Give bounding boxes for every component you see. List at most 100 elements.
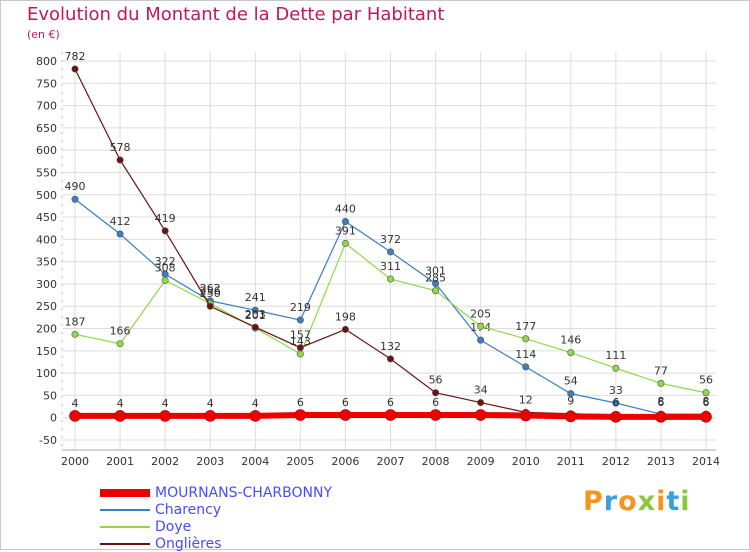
data-label: 146 — [560, 334, 581, 347]
data-label: 311 — [380, 260, 401, 273]
logo-letter: i — [656, 486, 667, 517]
data-point — [251, 306, 259, 314]
y-tick-label: 250 — [36, 300, 57, 313]
y-tick-label: 150 — [36, 345, 57, 358]
data-label: 6 — [342, 396, 349, 409]
x-tick-label: 2014 — [692, 455, 720, 468]
x-tick-label: 2009 — [467, 455, 495, 468]
data-label: 4 — [207, 397, 214, 410]
data-label: 56 — [429, 374, 443, 387]
data-label: 391 — [335, 224, 356, 237]
y-tick-label: 550 — [36, 166, 57, 179]
data-label: 4 — [162, 397, 169, 410]
y-tick-label: 100 — [36, 367, 57, 380]
data-label: 256 — [200, 285, 221, 298]
legend-label-charency: Charency — [155, 501, 222, 518]
y-tick-label: 700 — [36, 100, 57, 113]
data-label: 8 — [703, 395, 710, 408]
chart-legend: MOURNANS-CHARBONNY Charency Doye Onglièr… — [100, 484, 332, 552]
data-label: 6 — [387, 396, 394, 409]
data-point — [161, 276, 169, 284]
x-tick-label: 2000 — [61, 455, 89, 468]
data-point — [522, 363, 530, 371]
data-point — [564, 410, 577, 423]
legend-item-charency: Charency — [100, 501, 332, 518]
data-label: 250 — [200, 287, 221, 300]
data-point — [296, 350, 304, 358]
logo-letter: P — [583, 486, 604, 517]
legend-item-mournans-charbonny: MOURNANS-CHARBONNY — [100, 484, 332, 501]
data-point — [294, 409, 307, 421]
data-point — [296, 344, 304, 352]
data-label: 301 — [425, 264, 446, 277]
data-label: 6 — [612, 396, 619, 409]
data-point — [655, 411, 667, 423]
legend-label-doye: Doye — [155, 518, 192, 535]
data-label: 33 — [609, 384, 623, 397]
data-label: 6 — [703, 396, 710, 409]
logo-letter: t — [666, 486, 681, 517]
x-tick-label: 2002 — [151, 455, 179, 468]
y-tick-label: 200 — [36, 323, 57, 336]
data-label: 782 — [65, 50, 86, 63]
data-label: 177 — [515, 320, 536, 333]
data-point — [702, 389, 710, 397]
data-point — [251, 323, 259, 331]
data-label: 187 — [65, 315, 86, 328]
data-point — [71, 65, 79, 73]
y-tick-label: 750 — [36, 77, 57, 90]
data-label: 412 — [110, 215, 131, 228]
data-point — [612, 399, 620, 407]
data-point — [477, 399, 485, 407]
data-point — [474, 409, 487, 421]
data-label: 8 — [657, 395, 664, 408]
logo-letter: x — [637, 486, 657, 517]
data-point — [116, 156, 124, 164]
data-label: 205 — [470, 307, 491, 320]
y-tick-label: 800 — [36, 55, 57, 68]
data-point — [71, 195, 79, 203]
data-label: 490 — [65, 180, 86, 193]
data-point — [386, 275, 394, 283]
legend-item-doye: Doye — [100, 518, 332, 535]
data-point — [477, 322, 485, 330]
y-tick-label: 50 — [43, 389, 57, 402]
y-tick-label: -50 — [39, 434, 57, 447]
data-point — [567, 349, 575, 357]
data-point — [612, 364, 620, 372]
y-tick-label: 450 — [36, 211, 57, 224]
data-point — [432, 389, 440, 397]
data-point — [610, 411, 622, 423]
data-label: 157 — [290, 329, 311, 342]
y-tick-label: 300 — [36, 278, 57, 291]
data-point — [386, 248, 394, 256]
legend-swatch-doye — [100, 525, 150, 528]
legend-label-mournans-charbonny: MOURNANS-CHARBONNY — [155, 484, 333, 501]
data-point — [71, 330, 79, 338]
data-point — [386, 355, 394, 363]
y-tick-label: 0 — [50, 412, 57, 425]
chart-title: Evolution du Montant de la Dette par Hab… — [27, 4, 445, 25]
data-label: 9 — [567, 395, 574, 408]
x-tick-label: 2008 — [422, 455, 450, 468]
x-tick-label: 2010 — [512, 455, 540, 468]
data-label: 285 — [425, 272, 446, 285]
data-point — [700, 411, 712, 423]
data-point — [69, 410, 81, 422]
x-tick-label: 2004 — [241, 455, 269, 468]
data-label: 111 — [605, 349, 626, 362]
legend-swatch-charency — [100, 508, 150, 511]
data-point — [161, 227, 169, 235]
data-label: 6 — [657, 396, 664, 409]
data-label: 56 — [699, 374, 713, 387]
data-point — [519, 409, 532, 422]
legend-swatch-mournans-charbonny — [100, 488, 150, 497]
data-label: 308 — [155, 261, 176, 274]
data-point — [567, 390, 575, 398]
data-label: 241 — [245, 291, 266, 304]
data-label: 34 — [474, 384, 488, 397]
proxiti-logo[interactable]: Proxiti — [583, 486, 691, 517]
data-point — [296, 316, 304, 324]
legend-item-onglieres: Onglières — [100, 535, 332, 552]
